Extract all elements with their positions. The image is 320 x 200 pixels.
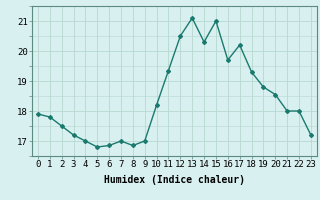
X-axis label: Humidex (Indice chaleur): Humidex (Indice chaleur) (104, 175, 245, 185)
